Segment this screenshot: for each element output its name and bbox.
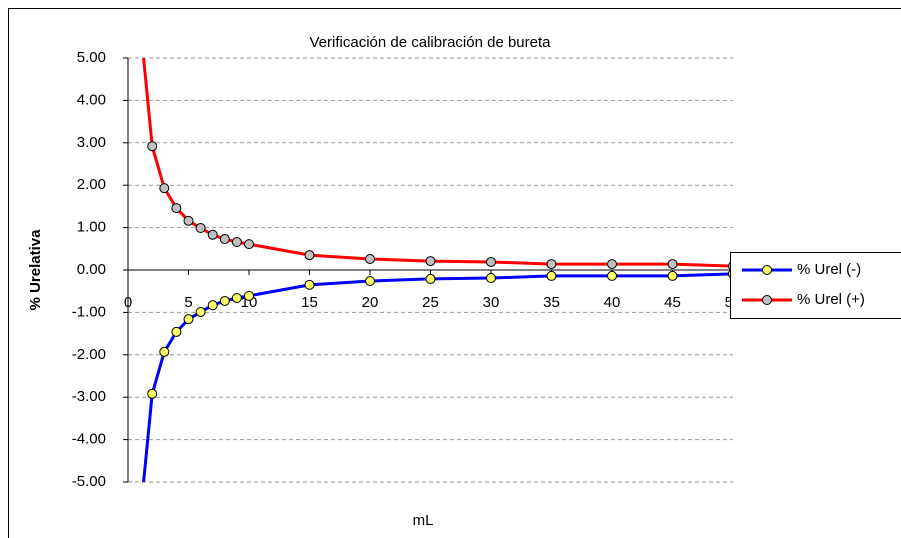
data-point xyxy=(667,270,678,281)
data-point xyxy=(304,250,315,261)
data-point xyxy=(486,256,496,267)
data-point xyxy=(171,203,182,214)
y-tick-label: 4.00 xyxy=(77,91,106,108)
data-point xyxy=(207,300,218,311)
data-point xyxy=(219,295,230,306)
data-point xyxy=(244,290,254,301)
data-point xyxy=(365,253,375,264)
data-point xyxy=(195,223,206,234)
data-point xyxy=(183,314,194,325)
data-point xyxy=(231,292,242,303)
data-point xyxy=(183,215,194,226)
data-point xyxy=(667,259,678,270)
y-tick-label: -3.00 xyxy=(72,388,106,405)
data-point xyxy=(365,276,375,287)
data-point xyxy=(546,270,557,281)
y-tick-label: -5.00 xyxy=(72,473,106,490)
x-tick-label: 35 xyxy=(543,294,560,311)
data-point xyxy=(159,183,170,194)
x-tick-label: 40 xyxy=(604,294,621,311)
x-tick-label: 20 xyxy=(362,294,379,311)
data-point xyxy=(425,256,436,267)
data-point xyxy=(147,388,158,399)
legend-box xyxy=(730,252,901,319)
data-point xyxy=(219,234,230,245)
legend-marker xyxy=(762,265,772,275)
legend-marker xyxy=(762,295,772,305)
y-tick-label: -1.00 xyxy=(72,303,106,320)
x-tick-label: 30 xyxy=(483,294,500,311)
y-tick-label: 2.00 xyxy=(77,176,106,193)
y-tick-label: 0.00 xyxy=(77,261,106,278)
data-point xyxy=(171,326,182,337)
data-point xyxy=(207,229,218,240)
chart-title: Verificación de calibración de bureta xyxy=(310,34,552,51)
data-point xyxy=(159,346,170,357)
y-tick-label: -2.00 xyxy=(72,346,106,363)
legend-label: % Urel (-) xyxy=(797,261,861,278)
x-tick-label: 0 xyxy=(124,294,132,311)
y-tick-label: 3.00 xyxy=(77,134,106,151)
data-point xyxy=(304,279,315,290)
data-point xyxy=(546,259,557,270)
y-tick-label: 5.00 xyxy=(77,49,106,66)
x-tick-label: 45 xyxy=(664,294,681,311)
data-point xyxy=(244,239,254,250)
x-tick-label: 15 xyxy=(301,294,318,311)
data-point xyxy=(486,273,496,284)
x-tick-label: 25 xyxy=(422,294,439,311)
plot-area xyxy=(142,58,733,482)
data-point xyxy=(231,237,242,248)
y-tick-label: -4.00 xyxy=(72,431,106,448)
legend-label: % Urel (+) xyxy=(797,291,865,308)
x-axis-label: mL xyxy=(413,512,434,529)
y-tick-label: 1.00 xyxy=(77,219,106,236)
data-point xyxy=(147,141,158,152)
data-point xyxy=(607,270,617,281)
y-axis-label: % Urelativa xyxy=(27,229,44,311)
x-tick-label: 5 xyxy=(184,294,192,311)
data-point xyxy=(607,259,617,270)
data-point xyxy=(425,273,436,284)
data-point xyxy=(195,306,206,317)
